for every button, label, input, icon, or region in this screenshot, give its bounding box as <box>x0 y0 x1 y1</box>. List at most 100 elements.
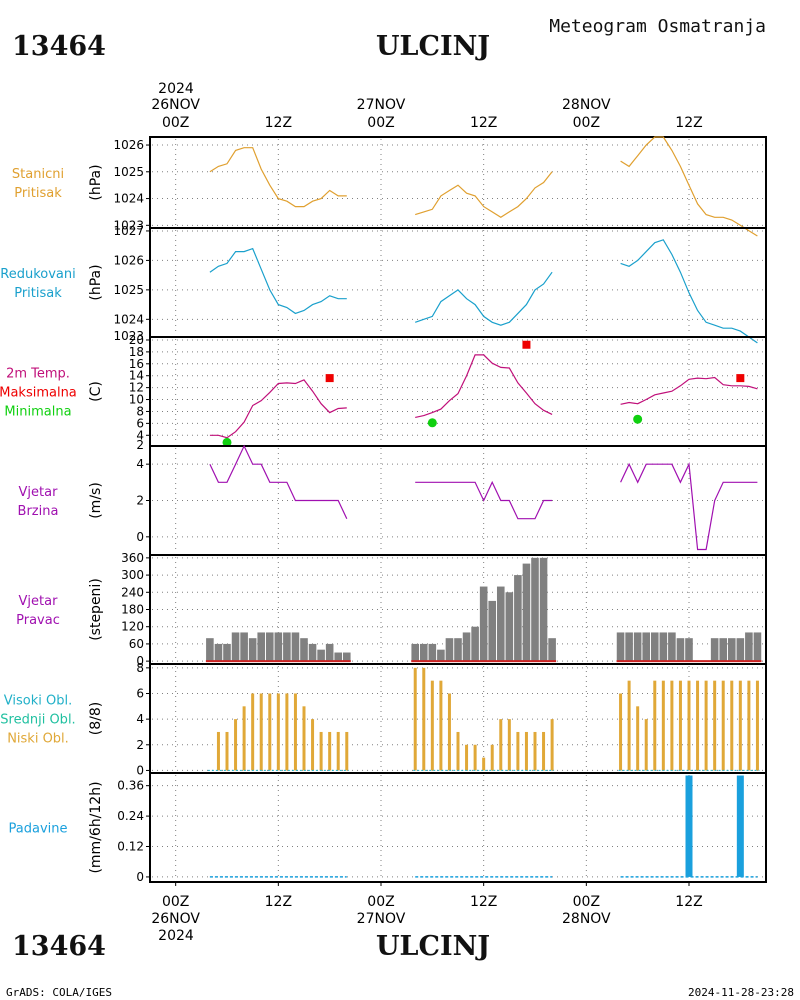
footer-credit: GrADS: COLA/IGES <box>6 986 112 999</box>
series-line <box>620 376 758 405</box>
wind-direction-bar <box>411 643 420 662</box>
low-cloud-bar <box>225 731 229 771</box>
series-label: Vjetar <box>19 485 59 500</box>
wind-direction-bar <box>753 632 762 662</box>
time-hour-label-bottom: 00Z <box>367 894 394 910</box>
min-temp-marker <box>633 414 643 424</box>
low-cloud-bar <box>311 719 315 771</box>
series-label: Vjetar <box>19 594 59 609</box>
precipitation-bar <box>736 775 744 877</box>
wind-direction-bar <box>522 563 531 662</box>
station-name-bottom: ULCINJ <box>376 931 490 962</box>
wind-direction-bar <box>531 557 539 662</box>
wind-direction-bar <box>454 638 462 662</box>
y-tick-label: 0.24 <box>117 809 144 823</box>
y-tick-label: 240 <box>121 585 144 599</box>
y-tick-label: 14 <box>129 369 144 383</box>
station-id-bottom: 13464 <box>12 931 106 962</box>
low-cloud-bar <box>670 680 674 771</box>
series-line <box>209 247 347 315</box>
wind-direction-bar <box>342 652 351 662</box>
low-cloud-bar <box>507 719 511 771</box>
y-tick-label: 360 <box>121 551 144 565</box>
low-cloud-bar <box>627 680 631 771</box>
wind-direction-bar <box>462 632 471 662</box>
low-cloud-bar <box>704 680 708 771</box>
wind-direction-bar <box>428 643 437 662</box>
low-cloud-bar <box>234 719 238 771</box>
y-tick-label: 16 <box>129 357 144 371</box>
y-tick-label: 0 <box>136 870 144 884</box>
low-cloud-bar <box>447 693 451 771</box>
time-hour-label-top: 00Z <box>573 115 600 131</box>
panel-clouds: 0 2 4 6 8 (8/8) Visoki Obl. Srednji Obl. Niski O… <box>0 661 767 777</box>
y-tick-label: 0 <box>136 654 144 668</box>
low-cloud-bar <box>276 693 280 771</box>
wind-direction-bar <box>325 643 334 662</box>
time-hour-label-bottom: 12Z <box>470 894 497 910</box>
wind-direction-bar <box>659 632 668 662</box>
time-hour-label-top: 00Z <box>367 115 394 131</box>
y-tick-label: 60 <box>129 637 144 651</box>
time-day-label-bottom: 28NOV <box>562 911 611 927</box>
low-cloud-bar <box>619 693 623 771</box>
y-tick-label: 6 <box>136 416 144 430</box>
y-axis-label: (8/8) <box>88 702 104 735</box>
low-cloud-bar <box>268 693 272 771</box>
series-label: Brzina <box>18 504 59 519</box>
low-cloud-bar <box>533 731 537 771</box>
low-cloud-bar <box>328 731 332 771</box>
low-cloud-bar <box>678 680 682 771</box>
y-tick-label: 300 <box>121 568 144 582</box>
y-tick-label: 1027 <box>113 224 144 238</box>
wind-direction-bar <box>274 632 283 662</box>
series-label: Srednji Obl. <box>0 713 75 728</box>
wind-direction-bar <box>616 632 625 662</box>
wind-direction-bar <box>257 632 266 662</box>
max-temp-marker <box>522 340 531 349</box>
low-cloud-bar <box>473 744 477 771</box>
wind-direction-bar <box>291 632 300 662</box>
panel-wind_direction: 0 60 120 180 240 300 360 (stepeni) Vjetar Pravac <box>16 551 767 668</box>
series-label: Minimalna <box>4 405 71 420</box>
low-cloud-bar <box>413 667 417 771</box>
y-tick-label: 12 <box>129 381 144 395</box>
wind-direction-bar <box>471 626 479 662</box>
low-cloud-bar <box>636 706 640 771</box>
time-hour-label-bottom: 12Z <box>265 894 292 910</box>
series-line <box>415 480 553 520</box>
y-tick-label: 0 <box>136 530 144 544</box>
wind-direction-bar <box>283 632 291 662</box>
wind-direction-bar <box>719 638 728 662</box>
wind-direction-bar <box>668 632 676 662</box>
y-tick-label-cut: 2 <box>136 438 144 452</box>
panel-station_pressure: 1023 1024 1025 1026 (hPa) Stanicni Pritisak <box>12 136 767 237</box>
series-label: Pravac <box>16 613 60 628</box>
low-cloud-bar <box>661 680 665 771</box>
y-tick-label: 6 <box>136 686 144 700</box>
low-cloud-bar <box>524 731 528 771</box>
time-hour-label-top: 12Z <box>470 115 497 131</box>
y-tick-label: 10 <box>129 393 144 407</box>
wind-direction-bar <box>445 638 454 662</box>
time-hour-label-bottom: 00Z <box>573 894 600 910</box>
y-tick-label: 1025 <box>113 165 144 179</box>
wind-direction-bar <box>505 592 514 662</box>
min-temp-marker <box>222 437 232 447</box>
wind-direction-bar <box>650 632 659 662</box>
wind-direction-bar <box>633 632 642 662</box>
time-hour-label-top: 12Z <box>675 115 702 131</box>
series-line <box>415 354 553 418</box>
low-cloud-bar <box>216 731 220 771</box>
footer-timestamp: 2024-11-28-23:28 <box>688 986 794 999</box>
y-tick-label: 0.36 <box>117 779 144 793</box>
low-cloud-bar <box>713 680 717 771</box>
low-cloud-bar <box>456 731 460 771</box>
series-line <box>620 239 758 344</box>
y-tick-label: 2 <box>136 494 144 508</box>
low-cloud-bar <box>490 744 494 771</box>
wind-direction-bar <box>206 638 214 662</box>
series-label: Maksimalna <box>0 386 77 401</box>
time-hour-label-top: 00Z <box>162 115 189 131</box>
